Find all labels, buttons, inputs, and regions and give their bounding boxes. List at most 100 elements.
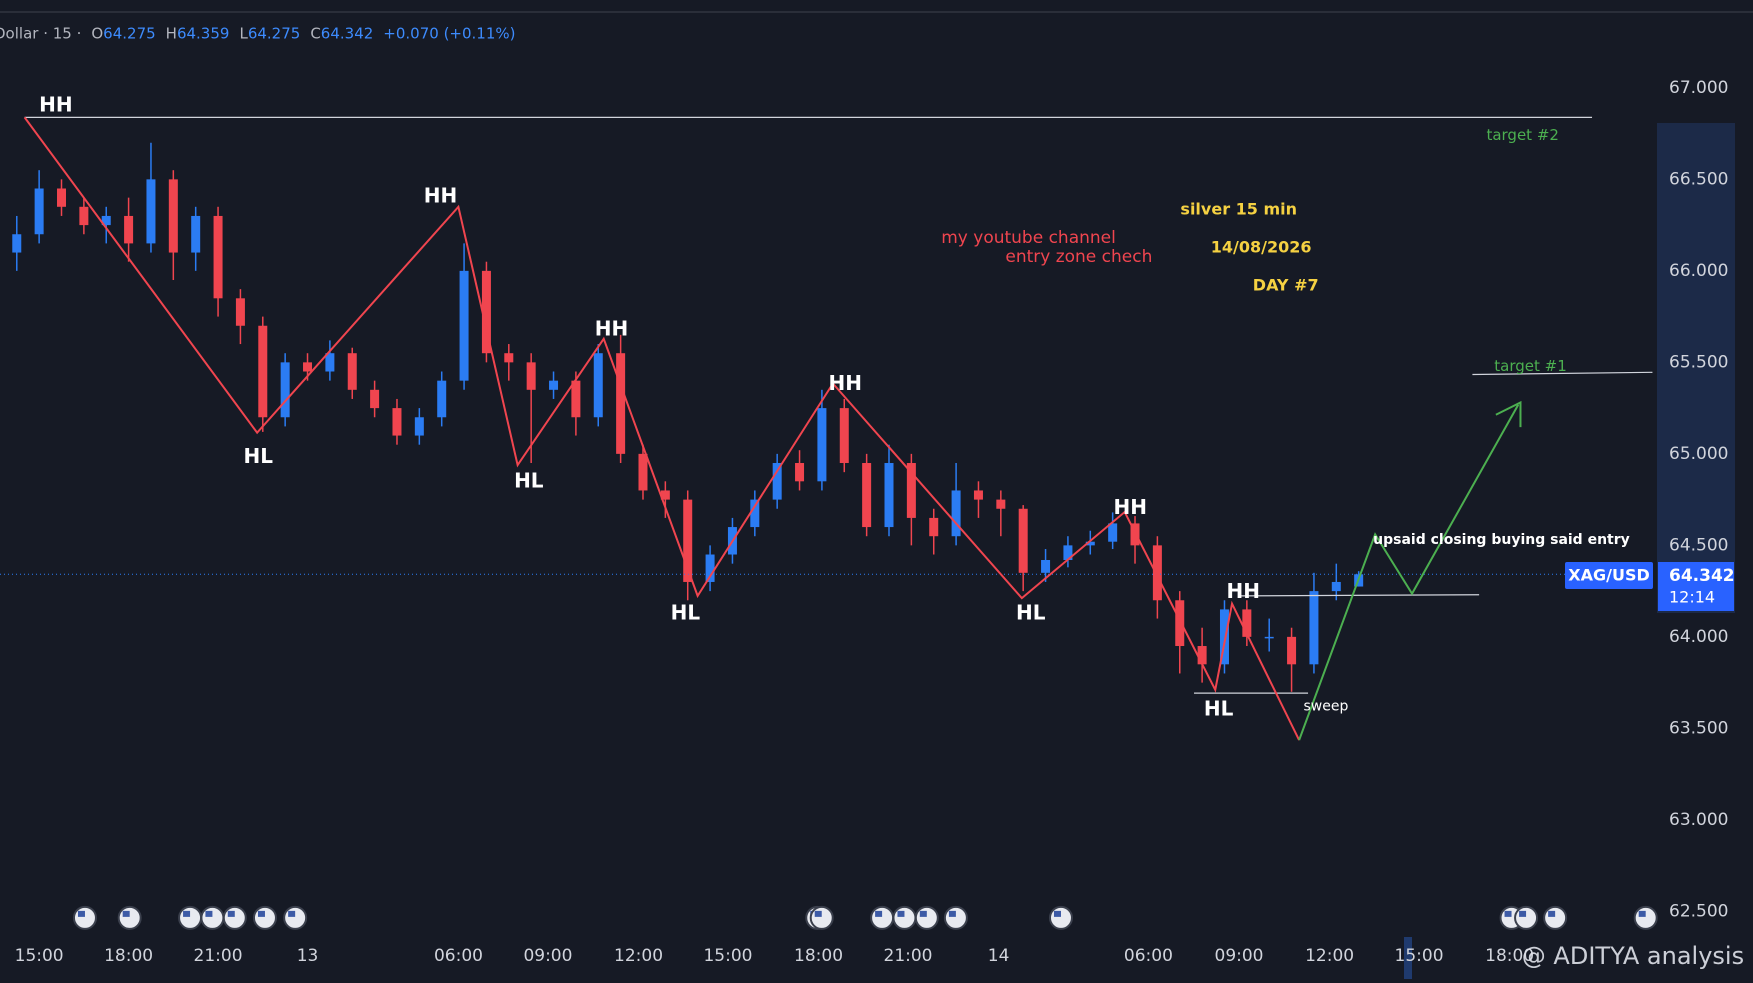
watermark: @ ADITYA analysis [1522,942,1744,970]
candle-body [817,408,827,482]
x-tick-label: 09:00 [523,946,572,966]
event-flag-stripe [205,910,213,917]
candle-body [973,490,983,500]
price-tag [1658,562,1734,611]
x-tick-label: 09:00 [1215,946,1264,966]
event-flag-stripe [814,910,822,917]
candle-body [772,463,782,500]
candle-body [862,463,872,528]
candle-body [1197,646,1207,665]
candle-body [683,499,693,582]
y-tick-label: 66.000 [1669,261,1728,281]
header-part: 64.342 [321,24,374,42]
annotation: sweep [1304,699,1349,715]
candle-body [1152,545,1162,601]
symbol-tag [1565,562,1653,589]
y-tick-label: 66.500 [1669,169,1728,189]
event-flag [943,905,968,930]
event-flag [283,905,308,930]
event-flag [72,905,97,930]
candle-body [303,362,313,372]
event-flag [200,905,225,930]
annotation: my youtube channel [941,228,1116,248]
candle-body [235,298,245,326]
swing-label: HL [1204,696,1234,720]
swing-label: HL [671,600,701,624]
event-flag-stripe [122,910,130,917]
event-flag-stripe [77,910,85,917]
candle-body [795,463,805,482]
candle-body [839,408,849,464]
header-part: Dollar · 15 · [0,24,81,42]
axis-selection [1657,123,1735,613]
candle-body [1331,581,1341,592]
event-flag [870,905,895,930]
event-flag [914,905,939,930]
plot: 67.000 66.500 66.000 65.500 65.000 64.500 64.0… [0,24,1744,970]
event-flag [178,905,203,930]
candle-body [101,215,111,226]
candle-body [1041,560,1051,573]
candle-body [929,517,939,537]
swing-label: HL [244,444,274,468]
level-line [1240,594,1480,597]
y-tick-label: 67.000 [1669,78,1728,98]
event-flag-stripe [1504,910,1512,917]
swing-label: HH [39,93,72,117]
swing-label: HL [1016,600,1046,624]
event-flag-stripe [257,910,265,917]
x-tick-label: 21:00 [194,946,243,966]
candle-body [996,499,1006,509]
candle-body [146,179,156,244]
event-flag-stripe [875,910,883,917]
candle-body [124,215,134,244]
event-flag [1633,905,1658,930]
header-part: C [310,24,320,42]
event-flag-stripe [948,910,956,917]
event-flag [1048,905,1073,930]
event-flag-stripe [1519,910,1527,917]
event-flag-stripe [1053,910,1061,917]
candle-body [593,353,603,418]
annotation: upsaid closing buying said entry [1373,532,1630,548]
y-tick-label: 64.500 [1669,535,1728,555]
x-tick-label: 18:00 [1485,946,1534,966]
candle-body [504,353,514,363]
projection [1298,404,1520,741]
y-tick-label: 63.000 [1669,810,1728,830]
annotation: entry zone chech [1005,247,1152,267]
candle-body [459,270,469,381]
x-tick-label: 18:00 [104,946,153,966]
candle-body [660,490,670,500]
event-flag [1543,905,1568,930]
candle-body [34,188,44,235]
event-flag-stripe [919,910,927,917]
event-flag [892,905,917,930]
header-part: L [239,24,248,42]
event-flag-stripe [288,910,296,917]
candle-body [638,453,648,491]
ohlc-header: Dollar · 15 · O64.275 H64.359 L64.275 C64.34… [0,24,516,42]
candle-body [57,188,67,207]
swing-label: HL [514,468,544,492]
x-tick-label: 14 [988,946,1010,966]
header-part: 64.275 [103,24,156,42]
event-flag-stripe [1638,910,1646,917]
candle-body [1018,508,1028,573]
candle-body [884,463,894,528]
event-flag [252,905,277,930]
x-tick-label: 12:00 [614,946,663,966]
countdown: 12:14 [1669,588,1715,607]
swing-label: HH [424,183,457,207]
x-tick-label: 21:00 [884,946,933,966]
header-part: H [166,24,177,42]
event-flag-stripe [183,910,191,917]
candle-body [79,206,89,226]
symbol-tag-label: XAG/USD [1568,566,1650,585]
x-tick-label: 18:00 [794,946,843,966]
x-tick-label: 12:00 [1305,946,1354,966]
x-tick-label: 15:00 [15,946,64,966]
candle-body [1175,600,1185,647]
